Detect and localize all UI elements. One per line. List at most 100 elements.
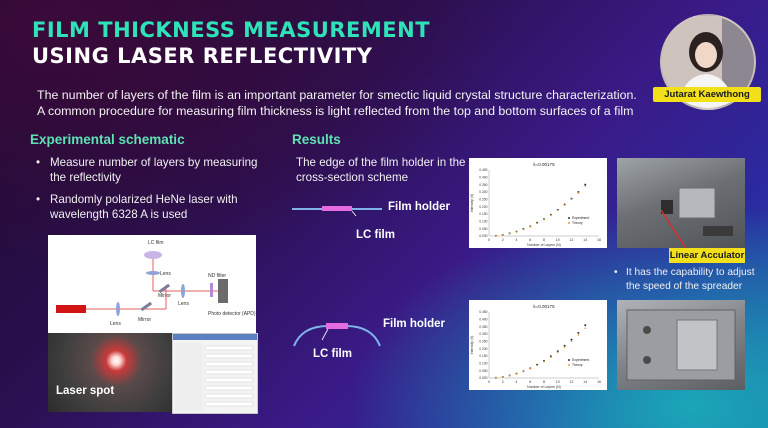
legend-experiment: Experiment (572, 358, 589, 362)
chart-1-svg: k=0.00175 0 2 4 6 8 10 12 14 16 0.000 0.050 0.100 0.1… (470, 162, 601, 247)
title-line-2: USING LASER REFLECTIVITY (32, 44, 373, 68)
edge-description: The edge of the film holder in the cross… (296, 156, 466, 184)
x-tick-label: 10 (556, 238, 560, 242)
theory-point (495, 376, 497, 379)
legend-theory-marker (568, 364, 570, 366)
experiment-point (584, 183, 587, 186)
theory-point (522, 370, 525, 373)
y-tick-label: 0.300 (479, 332, 487, 336)
y-tick-label: 0.450 (479, 310, 487, 314)
y-tick-label: 0.200 (479, 205, 487, 209)
x-tick-label: 8 (543, 380, 545, 384)
x-axis-label: Number of Layers (N) (527, 243, 561, 247)
x-tick-label: 6 (529, 238, 531, 242)
theory-point (536, 364, 538, 367)
label-nd-filter: ND filter (208, 273, 226, 279)
linear-actuator-photo (617, 158, 745, 251)
y-tick-label: 0.400 (479, 318, 487, 322)
theory-point (550, 214, 552, 217)
label-lens-left: Lens (110, 321, 121, 327)
title-line-1: FILM THICKNESS MEASUREMENT (32, 18, 431, 42)
experiment-point (570, 338, 573, 341)
film-holder-flat-diagram (292, 203, 382, 217)
x-tick-label: 0 (488, 238, 490, 242)
film-holder-label-2: Film holder (383, 318, 445, 330)
theory-point (577, 334, 580, 336)
theory-point (563, 204, 566, 206)
film-holder-curved-diagram (292, 318, 382, 348)
theory-point (556, 351, 559, 354)
linear-actuator-label: Linear Acculator (669, 248, 745, 263)
x-tick-label: 2 (502, 380, 504, 384)
x-tick-label: 2 (502, 238, 504, 242)
window-titlebar (173, 334, 257, 340)
y-tick-label: 0.200 (479, 347, 487, 351)
label-lc-film: LC film (148, 240, 164, 246)
theory-point (515, 231, 518, 233)
theory-point (501, 234, 504, 236)
y-tick-label: 0.250 (479, 340, 487, 344)
theory-point (577, 192, 580, 194)
theory-point (522, 228, 525, 231)
theory-point (536, 222, 538, 225)
y-tick-label: 0.300 (479, 190, 487, 194)
theory-point (543, 360, 545, 363)
y-tick-label: 0.100 (479, 220, 487, 224)
experiment-point (584, 324, 587, 327)
bullet-text: Randomly polarized HeNe laser with wavel… (50, 193, 238, 221)
theory-point (515, 373, 518, 375)
label-detector: Photo detector (APD) (208, 311, 256, 317)
chart-title: k=0.00175 (533, 304, 555, 309)
y-tick-label: 0.050 (479, 369, 487, 373)
chart-title: k=0.00175 (533, 162, 555, 167)
y-tick-label: 0.250 (479, 198, 487, 202)
y-tick-label: 0.000 (479, 376, 487, 380)
schematic-heading: Experimental schematic (30, 132, 185, 147)
theory-point (501, 376, 504, 378)
x-tick-label: 4 (516, 238, 518, 242)
x-tick-label: 8 (543, 238, 545, 242)
theory-point (563, 346, 566, 348)
y-tick-label: 0.350 (479, 183, 487, 187)
theory-point (508, 232, 511, 235)
author-name-badge: Jutarat Kaewthong (653, 87, 761, 102)
theory-point (495, 234, 497, 237)
y-tick-label: 0.150 (479, 212, 487, 216)
legend-theory: Theory (572, 363, 583, 367)
laser-spot-image: Laser spot (48, 333, 172, 412)
theory-point (550, 356, 552, 359)
y-tick-label: 0.050 (479, 227, 487, 231)
actuator-note-text: It has the capability to adjust the spee… (626, 267, 755, 292)
y-tick-label: 0.450 (479, 168, 487, 172)
x-tick-label: 12 (570, 238, 574, 242)
chart-1: k=0.00175 0 2 4 6 8 10 12 14 16 0.000 0.050 0.100 0.1… (469, 158, 607, 248)
y-tick-label: 0.100 (479, 362, 487, 366)
y-tick-label: 0.150 (479, 354, 487, 358)
y-axis-label: Intensity (V) (470, 336, 474, 355)
actuator-note: • It has the capability to adjust the spe… (614, 267, 755, 292)
x-tick-label: 12 (570, 380, 574, 384)
software-window (172, 333, 258, 414)
lc-film-label-1: LC film (356, 229, 395, 241)
legend-theory: Theory (572, 221, 583, 225)
theory-point (584, 185, 587, 187)
y-axis-label: Intensity (V) (470, 194, 474, 213)
x-tick-label: 6 (529, 380, 531, 384)
schematic-bullet-2: • Randomly polarized HeNe laser with wave… (36, 193, 238, 221)
x-tick-label: 14 (583, 380, 587, 384)
lc-film-label-2: LC film (313, 348, 352, 360)
x-axis-label: Number of Layers (N) (527, 385, 561, 389)
x-tick-label: 10 (556, 380, 560, 384)
theory-point (556, 209, 559, 212)
intro-text: The number of layers of the film is an i… (37, 88, 637, 118)
theory-point (529, 225, 532, 228)
laser-spot-label: Laser spot (56, 385, 115, 397)
legend-experiment-marker (568, 359, 570, 361)
theory-point (570, 340, 573, 343)
results-heading: Results (292, 132, 341, 147)
x-tick-label: 16 (597, 380, 601, 384)
x-tick-label: 0 (488, 380, 490, 384)
y-tick-label: 0.400 (479, 176, 487, 180)
label-lens-top: Lens (160, 271, 171, 277)
spreader-photo (617, 300, 745, 390)
